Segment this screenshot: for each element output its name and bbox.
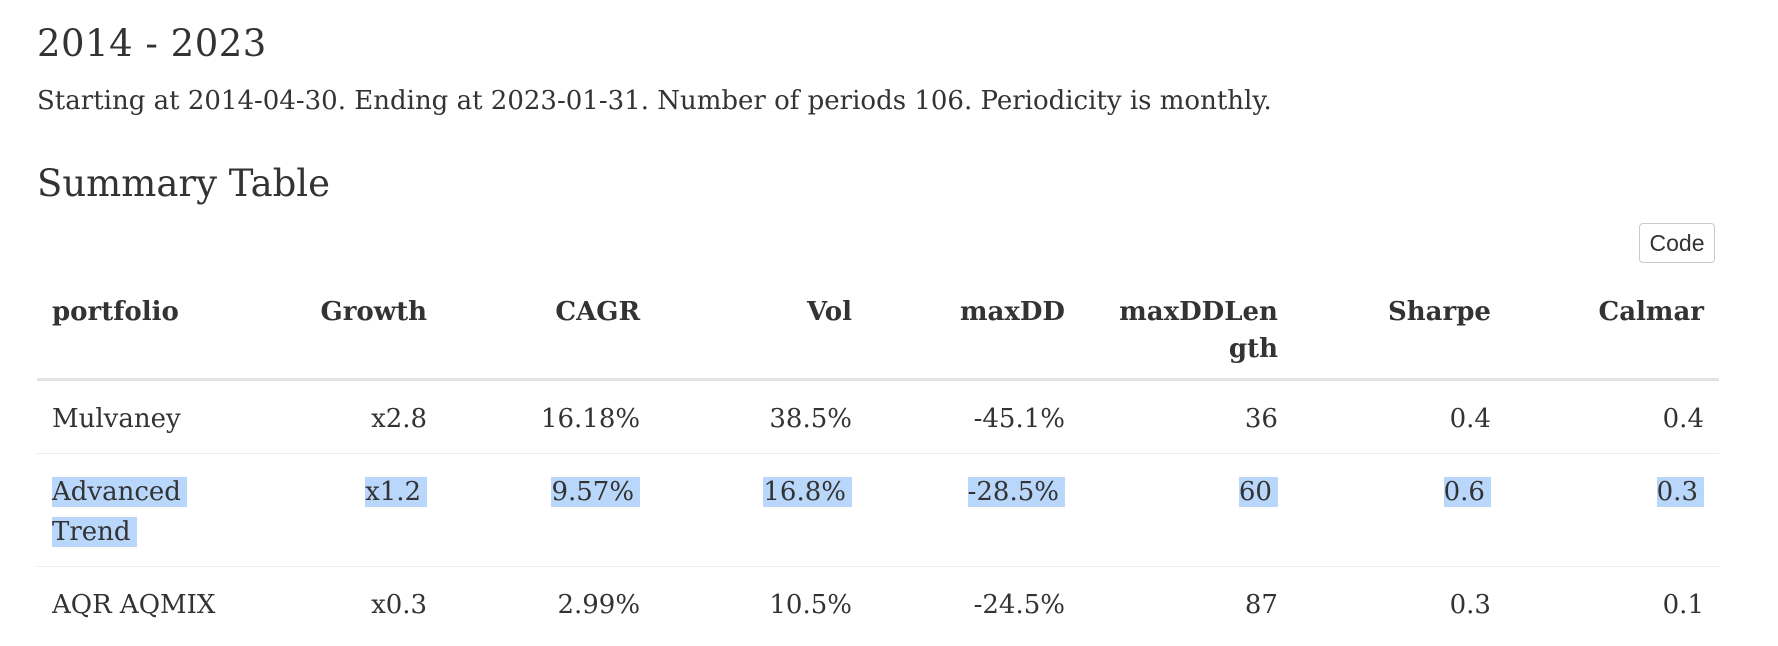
column-header-cagr: CAGR [442, 284, 656, 381]
selected-text: 16.8% [763, 477, 852, 507]
cell-portfolio: AQR AQMIX [52, 590, 216, 620]
column-header-portfolio: portfolio [37, 284, 236, 381]
selected-text: 0.6 [1443, 477, 1491, 507]
column-header-maxddlength: maxDDLen gth [1079, 284, 1293, 381]
section-title: Summary Table [37, 162, 331, 205]
selected-text: 0.3 [1656, 477, 1704, 507]
cell-sharpe: 0.6 [1292, 453, 1506, 567]
column-header-growth: Growth [235, 284, 443, 381]
selected-text: Advanced Trend [52, 477, 187, 547]
period-description: Starting at 2014-04-30. Ending at 2023-0… [37, 86, 1272, 116]
cell-portfolio: Mulvaney [37, 379, 236, 454]
column-header-vol: Vol [655, 284, 867, 381]
cell-calmar: 0.4 [1505, 379, 1719, 454]
cell-vol: 16.8% [655, 453, 867, 567]
selected-text: -28.5% [967, 477, 1065, 507]
cell-calmar: 0.3 [1505, 453, 1719, 567]
cell-cagr: 9.57% [442, 453, 656, 567]
table-header-row: portfolio Growth CAGR Vol maxDD maxDDLen… [37, 284, 1719, 381]
cell-cagr: 2.99% [557, 590, 641, 620]
column-header-maxddlength-label: maxDDLen gth [1119, 297, 1278, 364]
cell-vol: 38.5% [655, 379, 867, 454]
selected-text: 9.57% [551, 477, 641, 507]
code-button[interactable]: Code [1639, 223, 1715, 263]
cell-sharpe: 0.4 [1292, 379, 1506, 454]
page-heading: 2014 - 2023 [37, 22, 267, 65]
selected-text: 60 [1238, 477, 1278, 507]
cell-sharpe: 0.3 [1449, 590, 1491, 620]
cell-growth: x0.3 [371, 590, 428, 620]
table-row: Mulvaney x2.8 16.18% 38.5% -45.1% 36 0.4… [37, 379, 1719, 454]
cell-portfolio: Advanced Trend [37, 453, 236, 567]
summary-table: portfolio Growth CAGR Vol maxDD maxDDLen… [37, 284, 1719, 639]
cell-maxdd: -45.1% [867, 379, 1080, 454]
column-header-sharpe: Sharpe [1292, 284, 1506, 381]
table-row-selected: Advanced Trend x1.2 9.57% 16.8% -28.5% 6… [37, 453, 1719, 567]
cell-growth: x1.2 [235, 453, 443, 567]
selected-text: x1.2 [365, 477, 428, 507]
cell-maxddlength: 36 [1079, 379, 1293, 454]
cell-calmar: 0.1 [1662, 590, 1704, 620]
column-header-maxdd: maxDD [867, 284, 1080, 381]
cell-maxdd: -28.5% [867, 453, 1080, 567]
cell-maxddlength: 87 [1244, 590, 1278, 620]
column-header-calmar: Calmar [1505, 284, 1719, 381]
cell-maxddlength: 60 [1079, 453, 1293, 567]
cell-vol: 10.5% [769, 590, 852, 620]
cell-cagr: 16.18% [442, 379, 656, 454]
cell-maxdd: -24.5% [973, 590, 1065, 620]
cell-growth: x2.8 [235, 379, 443, 454]
table-row: AQR AQMIX x0.3 2.99% 10.5% -24.5% 87 0.3… [37, 567, 1719, 640]
